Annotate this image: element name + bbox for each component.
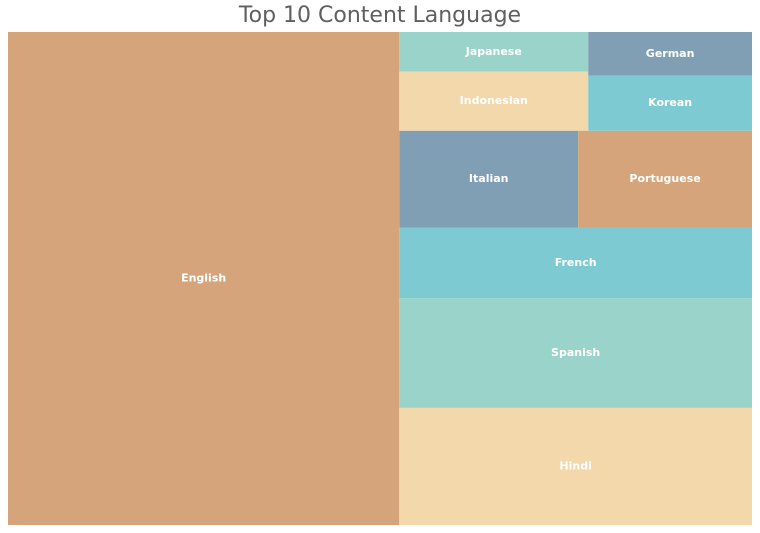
- treemap-cell-italian: [399, 130, 579, 228]
- treemap-cell-english: [8, 32, 400, 525]
- treemap-label-german: German: [646, 47, 695, 60]
- treemap-label-french: French: [555, 256, 597, 269]
- treemap-cell-spanish: [399, 298, 752, 408]
- treemap-cell-korean: [588, 75, 752, 131]
- treemap-label-spanish: Spanish: [551, 346, 600, 359]
- treemap-label-english: English: [181, 272, 226, 285]
- chart-title: Top 10 Content Language: [238, 3, 522, 28]
- treemap-cell-japanese: [399, 32, 589, 72]
- treemap-cells: English Hindi Spanish French Italian Portugue…: [8, 32, 752, 525]
- treemap-label-japanese: Japanese: [465, 45, 522, 58]
- treemap-cell-german: [588, 32, 752, 76]
- treemap-cell-french: [399, 227, 752, 299]
- treemap-label-indonesian: Indonesian: [460, 94, 528, 107]
- treemap-cell-hindi: [399, 407, 752, 525]
- treemap-cell-indonesian: [399, 71, 589, 131]
- treemap-label-korean: Korean: [648, 96, 692, 109]
- treemap-cell-portuguese: [578, 130, 752, 228]
- treemap-label-italian: Italian: [469, 172, 509, 185]
- treemap-label-portuguese: Portuguese: [629, 172, 700, 185]
- treemap-label-hindi: Hindi: [559, 459, 591, 472]
